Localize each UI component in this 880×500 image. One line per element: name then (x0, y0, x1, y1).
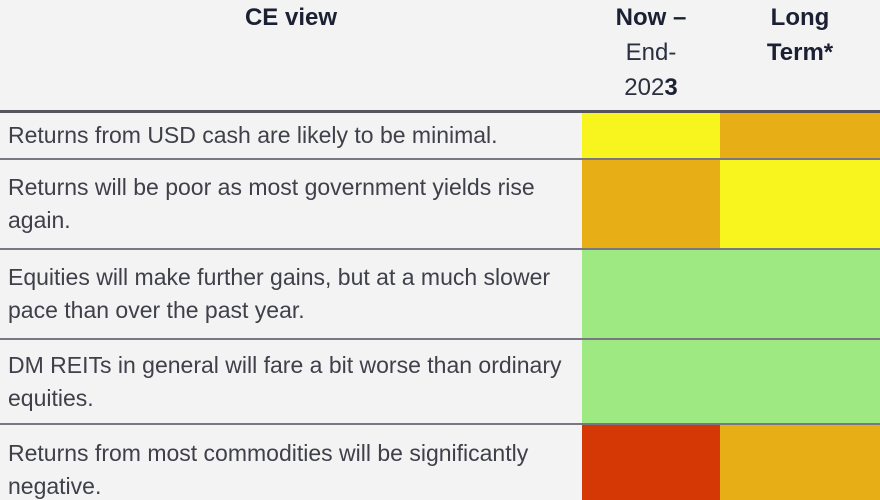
now-rating-cell (582, 113, 720, 158)
ce-view-text: Returns will be poor as most government … (0, 160, 582, 248)
long-term-rating-cell (720, 113, 880, 158)
long-term-rating-cell (720, 160, 880, 248)
header-long-line1: Long (770, 4, 830, 31)
header-now-line3-regular: 202 (624, 74, 665, 101)
column-header-long-term: Long Term* (720, 0, 880, 110)
ce-view-text: Returns from most commodities will be si… (0, 425, 582, 500)
ce-view-text: DM REITs in general will fare a bit wors… (0, 340, 582, 423)
now-rating-cell (582, 160, 720, 248)
long-term-rating-cell (720, 250, 880, 338)
long-term-rating-cell (720, 425, 880, 500)
long-term-rating-cell (720, 340, 880, 423)
header-now-line2: End- (625, 39, 677, 66)
now-rating-cell (582, 425, 720, 500)
table-header-row: CE view Now – End- 2023 Long Term* (0, 0, 880, 113)
header-now-line3: 2023 (582, 70, 720, 105)
ce-view-text: Returns from USD cash are likely to be m… (0, 113, 582, 158)
column-header-ce-view: CE view (244, 4, 338, 31)
table-row: Returns will be poor as most government … (0, 158, 880, 248)
table-row: DM REITs in general will fare a bit wors… (0, 338, 880, 423)
now-rating-cell (582, 250, 720, 338)
ce-view-text: Equities will make further gains, but at… (0, 250, 582, 338)
header-now-line1: Now – (615, 4, 687, 31)
table-row: Returns from USD cash are likely to be m… (0, 113, 880, 158)
table-row: Returns from most commodities will be si… (0, 423, 880, 500)
header-now-line3-bold: 3 (664, 74, 678, 101)
header-long-line2: Term* (766, 39, 834, 66)
now-rating-cell (582, 340, 720, 423)
column-header-now-end-2023: Now – End- 2023 (582, 0, 720, 110)
table-row: Equities will make further gains, but at… (0, 248, 880, 338)
